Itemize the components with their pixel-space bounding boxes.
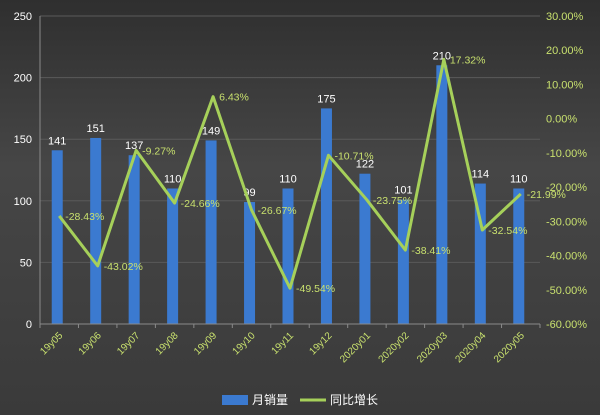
bar [128,155,140,324]
left-tick-label: 150 [14,134,32,146]
line-data-label: -10.71% [334,150,373,162]
line-data-label: 17.32% [450,54,486,66]
line-data-label: -9.27% [142,145,175,157]
x-tick-label: 2020y04 [454,330,489,365]
x-tick-label: 2020y03 [415,330,450,365]
bar-data-label: 137 [125,140,143,152]
bar [90,137,102,324]
bar [474,183,486,324]
bar-data-label: 110 [164,173,182,185]
bar-series [51,65,525,325]
left-tick-label: 0 [26,319,32,331]
bar [513,188,525,324]
legend-label-bar: 月销量 [252,393,288,407]
x-tick-label: 2020y05 [492,330,527,365]
line-data-label: 6.43% [219,92,249,104]
bar-data-label: 114 [472,169,490,181]
bar [436,65,448,324]
line-data-label: -28.43% [65,211,104,223]
bar-data-label: 141 [48,135,66,147]
line-data-label: -24.66% [181,198,220,210]
bar-data-label: 110 [279,173,297,185]
right-tick-label: -10.00% [546,148,587,160]
right-tick-label: -50.00% [546,285,587,297]
bar-data-label: 122 [356,159,374,171]
x-tick-label: 19y05 [38,330,65,357]
right-axis: -60.00% -50.00% -40.00% -30.00% -20.00% -10.0… [546,11,587,331]
right-tick-label: 10.00% [546,79,584,91]
bar [282,188,294,324]
bar [244,202,256,324]
legend-label-line: 同比增长 [330,393,378,407]
x-tick-label: 19y07 [115,330,142,357]
x-tick-label: 2020y01 [338,330,373,365]
x-tick-label: 2020y02 [377,330,412,365]
legend-swatch-bar [222,395,248,405]
x-tick-label: 19y11 [270,330,297,357]
x-tick-label: 19y06 [77,330,104,357]
left-axis: 0 50 100 150 200 250 [14,11,41,331]
x-axis: 19y05 19y06 19y07 19y08 19y09 19y10 19y11 19y12… [38,323,541,365]
line-data-label: -38.41% [411,245,450,257]
line-data-label: -32.54% [488,225,527,237]
right-tick-label: -30.00% [546,216,587,228]
left-tick-label: 250 [14,11,32,23]
x-tick-label: 19y10 [231,330,258,357]
right-tick-label: -60.00% [546,319,587,331]
growth-line [58,57,522,290]
bar [167,188,179,324]
right-tick-label: 20.00% [546,45,584,57]
line-series [58,57,522,290]
right-tick-label: 0.00% [546,114,577,126]
right-tick-label: -40.00% [546,251,587,263]
bar-data-label: 151 [87,123,105,135]
left-tick-label: 100 [14,196,32,208]
bar-data-label: 210 [433,50,451,62]
x-tick-label: 19y12 [308,330,335,357]
x-tick-label: 19y09 [192,330,219,357]
bar-data-label: 149 [202,125,220,137]
bar [205,140,217,324]
bar [397,199,409,324]
bar [320,108,332,325]
line-data-label: -26.67% [258,205,297,217]
bar-data-label: 101 [394,185,412,197]
right-tick-label: -20.00% [546,182,587,194]
bar [359,173,371,324]
bar [51,150,63,324]
right-tick-label: 30.00% [546,11,584,23]
bar-data-label: 110 [510,173,528,185]
line-data-labels: -28.43% -43.02% -9.27% -24.66% 6.43% -26.67% -… [65,54,566,295]
left-tick-label: 200 [14,73,32,85]
legend: 月销量 同比增长 [222,393,378,407]
line-data-label: -49.54% [296,283,335,295]
line-data-label: -43.02% [104,261,143,273]
line-data-label: -21.99% [527,189,566,201]
x-tick-label: 19y08 [154,330,181,357]
bar-data-label: 175 [317,93,335,105]
line-data-label: -23.75% [373,195,412,207]
left-tick-label: 50 [20,257,32,269]
